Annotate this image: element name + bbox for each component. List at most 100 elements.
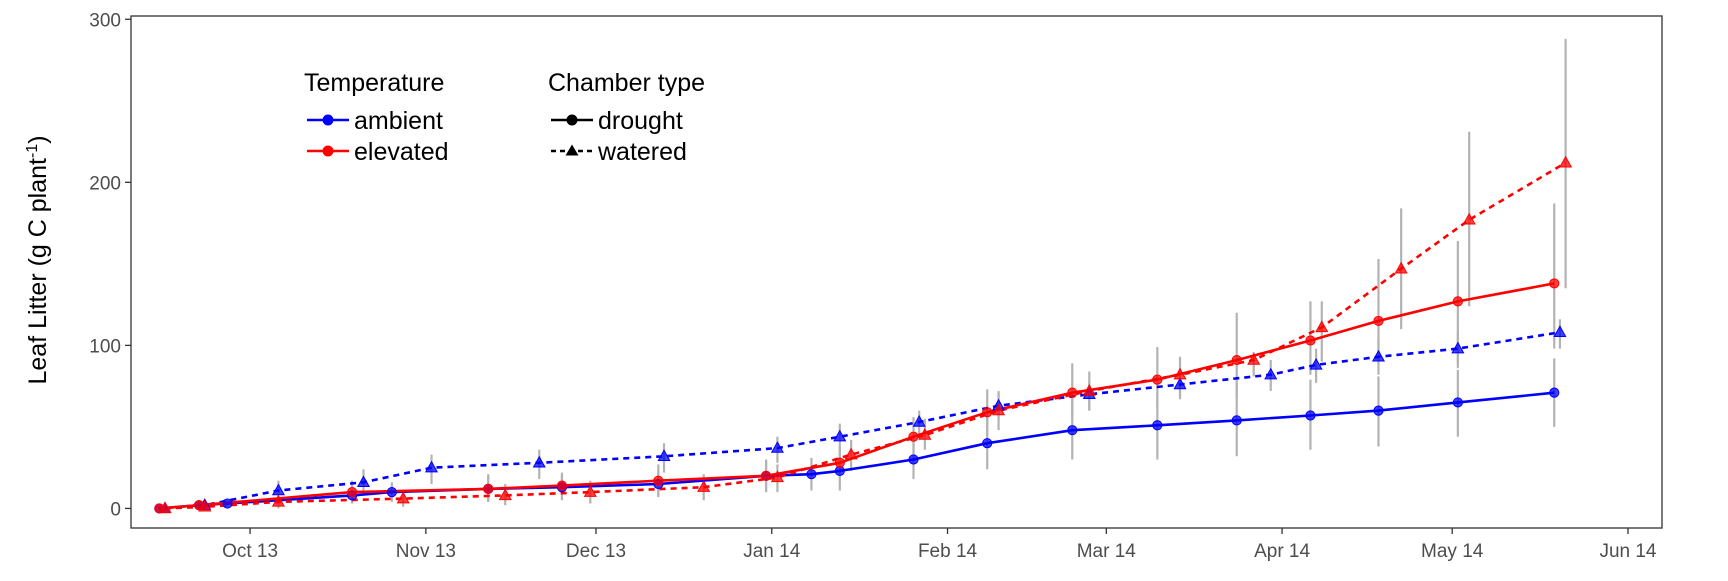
data-point-ambient-watered-2 (271, 483, 285, 496)
data-point-ambient-watered-6 (657, 449, 671, 461)
data-point-ambient-drought-9 (806, 469, 817, 480)
data-point-ambient-drought-13 (1067, 425, 1078, 436)
x-tick-label-oct-13: Oct 13 (222, 541, 278, 562)
data-point-ambient-drought-4 (386, 487, 397, 498)
data-point-elevated-watered-15 (1394, 261, 1408, 274)
x-tick-label-may-14: May 14 (1421, 541, 1484, 562)
data-point-ambient-watered-4 (424, 460, 439, 473)
y-tick-label-100: 100 (89, 336, 121, 357)
x-tick-label-nov-13: Nov 13 (396, 541, 456, 562)
data-point-elevated-watered-5 (583, 485, 597, 497)
data-point-elevated-watered-4 (498, 488, 512, 501)
legend-item-ambient: ambient (307, 107, 443, 135)
legend-title-chamber-type: Chamber type (548, 69, 705, 97)
data-point-elevated-drought-16 (1549, 278, 1560, 289)
y-axis-title: Leaf Litter (g C plant-1) (24, 135, 52, 384)
series-line-elevated-drought (159, 282, 1555, 510)
y-axis-title-superscript: -1 (24, 144, 41, 158)
series-line-ambient-watered (164, 331, 1561, 510)
data-point-elevated-watered-3 (396, 491, 410, 504)
y-axis-title-close: ) (24, 135, 52, 143)
data-point-elevated-drought-11 (1152, 374, 1163, 385)
data-point-ambient-drought-19 (1549, 387, 1560, 398)
data-point-ambient-watered-17 (1553, 325, 1567, 338)
axes: 0 100 200 300 Oct 13 Nov 13 Dec 13 Jan 14 Feb 14… (89, 10, 1663, 562)
data-point-elevated-drought-14 (1373, 315, 1384, 327)
data-point-ambient-drought-11 (908, 454, 919, 465)
data-point-ambient-drought-2 (222, 498, 233, 509)
legend-key-elevated-marker (322, 145, 334, 157)
data-point-elevated-watered-13 (1247, 353, 1261, 365)
x-tick-label-jun-14: Jun 14 (1599, 541, 1656, 562)
plot-panel-border (130, 15, 1663, 529)
legend: Temperature Chamber type ambient elevate… (304, 69, 705, 166)
data-point-elevated-watered-0 (158, 501, 172, 514)
plot-area (154, 38, 1573, 514)
data-point-elevated-watered-14 (1315, 320, 1329, 333)
data-point-ambient-watered-16 (1451, 341, 1465, 354)
legend-item-elevated: elevated (307, 138, 449, 166)
legend-key-watered-marker (565, 144, 579, 156)
data-point-elevated-drought-3 (483, 483, 494, 494)
data-point-ambient-watered-8 (833, 429, 847, 442)
data-point-elevated-watered-17 (1559, 155, 1573, 168)
data-point-elevated-watered-7 (770, 470, 784, 483)
data-point-ambient-watered-3 (356, 475, 371, 488)
data-point-ambient-drought-18 (1452, 397, 1463, 408)
data-point-ambient-drought-17 (1373, 405, 1384, 416)
data-point-elevated-watered-9 (918, 428, 932, 440)
data-point-elevated-watered-1 (198, 499, 212, 512)
y-axis-title-main: Leaf Litter (g C plant (24, 158, 52, 385)
data-point-ambient-watered-13 (1264, 367, 1278, 380)
data-point-elevated-drought-12 (1231, 354, 1242, 366)
legend-item-drought: drought (551, 107, 683, 135)
legend-key-ambient-marker (322, 114, 334, 126)
data-point-ambient-drought-15 (1231, 415, 1242, 426)
legend-label-drought: drought (598, 107, 683, 135)
data-point-elevated-watered-11 (1082, 384, 1096, 396)
data-point-ambient-watered-12 (1173, 377, 1187, 390)
data-point-ambient-watered-14 (1309, 357, 1323, 370)
data-point-elevated-drought-10 (1067, 387, 1078, 398)
legend-label-watered: watered (597, 138, 687, 166)
data-point-ambient-watered-7 (770, 441, 784, 453)
x-tick-label-dec-13: Dec 13 (566, 541, 626, 562)
series-markers-ambient-watered (158, 325, 1567, 514)
x-tick-label-feb-14: Feb 14 (918, 541, 978, 562)
data-point-ambient-drought-16 (1305, 410, 1316, 421)
data-point-elevated-drought-9 (982, 407, 993, 418)
legend-key-drought-marker (566, 114, 578, 126)
x-tick-label-jan-14: Jan 14 (743, 541, 800, 562)
series-markers-elevated-watered (158, 155, 1573, 514)
data-point-elevated-drought-8 (908, 431, 919, 442)
series-line-ambient-drought (159, 391, 1555, 510)
data-point-elevated-drought-7 (834, 457, 845, 468)
series-markers-elevated-drought (154, 278, 1560, 514)
data-point-elevated-drought-6 (760, 470, 772, 481)
data-point-ambient-watered-15 (1371, 349, 1386, 362)
data-point-elevated-drought-5 (653, 475, 664, 486)
legend-item-watered: watered (551, 138, 687, 166)
x-tick-label-apr-14: Apr 14 (1254, 541, 1310, 562)
data-point-elevated-watered-6 (697, 480, 711, 492)
data-point-elevated-drought-15 (1452, 296, 1463, 307)
y-tick-label-0: 0 (110, 499, 121, 520)
data-point-ambient-watered-9 (912, 414, 926, 427)
data-point-elevated-drought-2 (347, 487, 358, 498)
data-point-elevated-watered-12 (1173, 367, 1187, 380)
legend-label-ambient: ambient (354, 107, 443, 135)
legend-label-elevated: elevated (354, 138, 449, 166)
data-point-elevated-watered-10 (992, 403, 1006, 416)
x-tick-label-mar-14: Mar 14 (1077, 541, 1137, 562)
y-tick-label-200: 200 (89, 173, 121, 194)
data-point-elevated-watered-8 (844, 447, 858, 460)
data-point-ambient-drought-14 (1152, 420, 1163, 431)
legend-title-temperature: Temperature (304, 69, 444, 97)
series-line-elevated-watered (164, 161, 1567, 510)
data-point-ambient-drought-12 (982, 438, 993, 449)
data-point-elevated-watered-16 (1462, 212, 1476, 225)
y-tick-label-300: 300 (89, 10, 121, 31)
data-point-elevated-watered-2 (271, 494, 285, 507)
